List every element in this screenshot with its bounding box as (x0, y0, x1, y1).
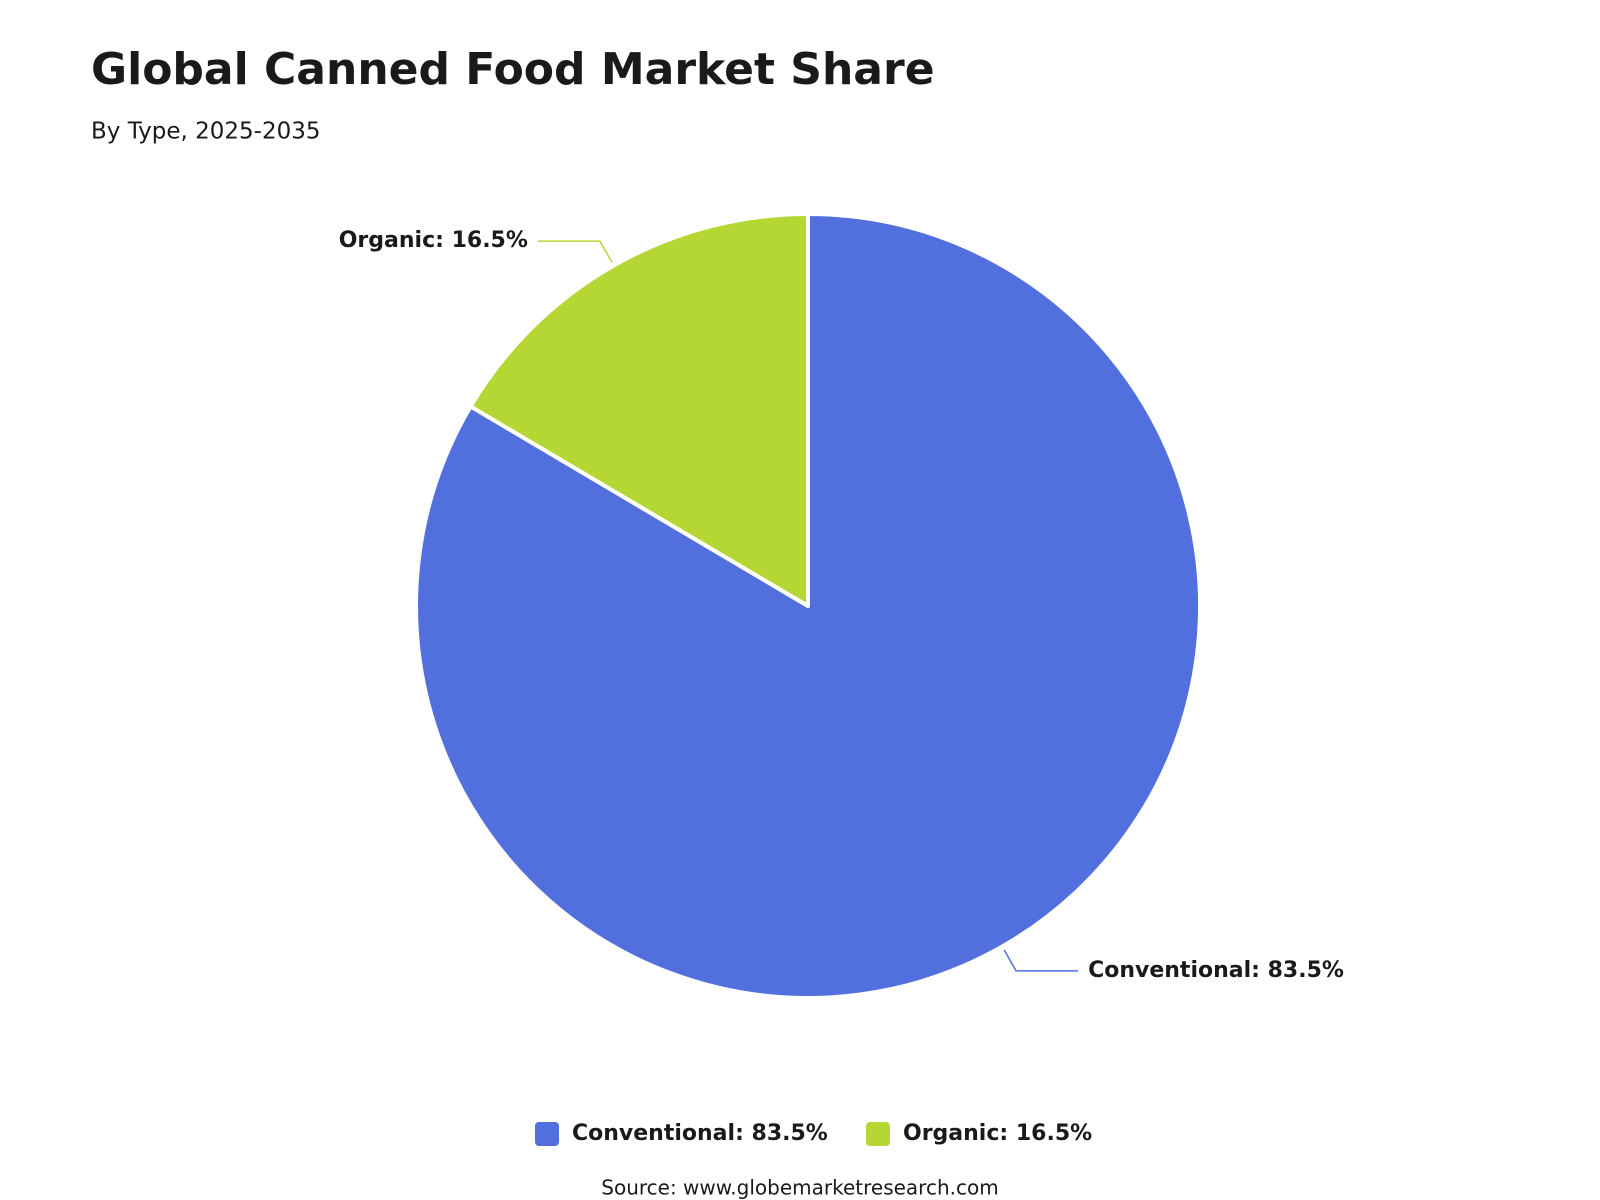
legend-label: Organic: 16.5% (903, 1121, 1092, 1146)
label-line (1003, 949, 1079, 972)
pie-slice (468, 212, 810, 608)
legend-swatch (535, 1122, 559, 1146)
label-line (537, 240, 613, 263)
chart-subtitle: By Type, 2025-2035 (91, 119, 321, 145)
legend-swatch (866, 1122, 890, 1146)
data-label: Organic: 16.5% (339, 228, 528, 253)
data-label: Conventional: 83.5% (1088, 958, 1344, 983)
source: Source: www.globemarketresearch.com (601, 1176, 998, 1200)
legend-label: Conventional: 83.5% (572, 1121, 828, 1146)
chart-title: Global Canned Food Market Share (91, 44, 935, 95)
